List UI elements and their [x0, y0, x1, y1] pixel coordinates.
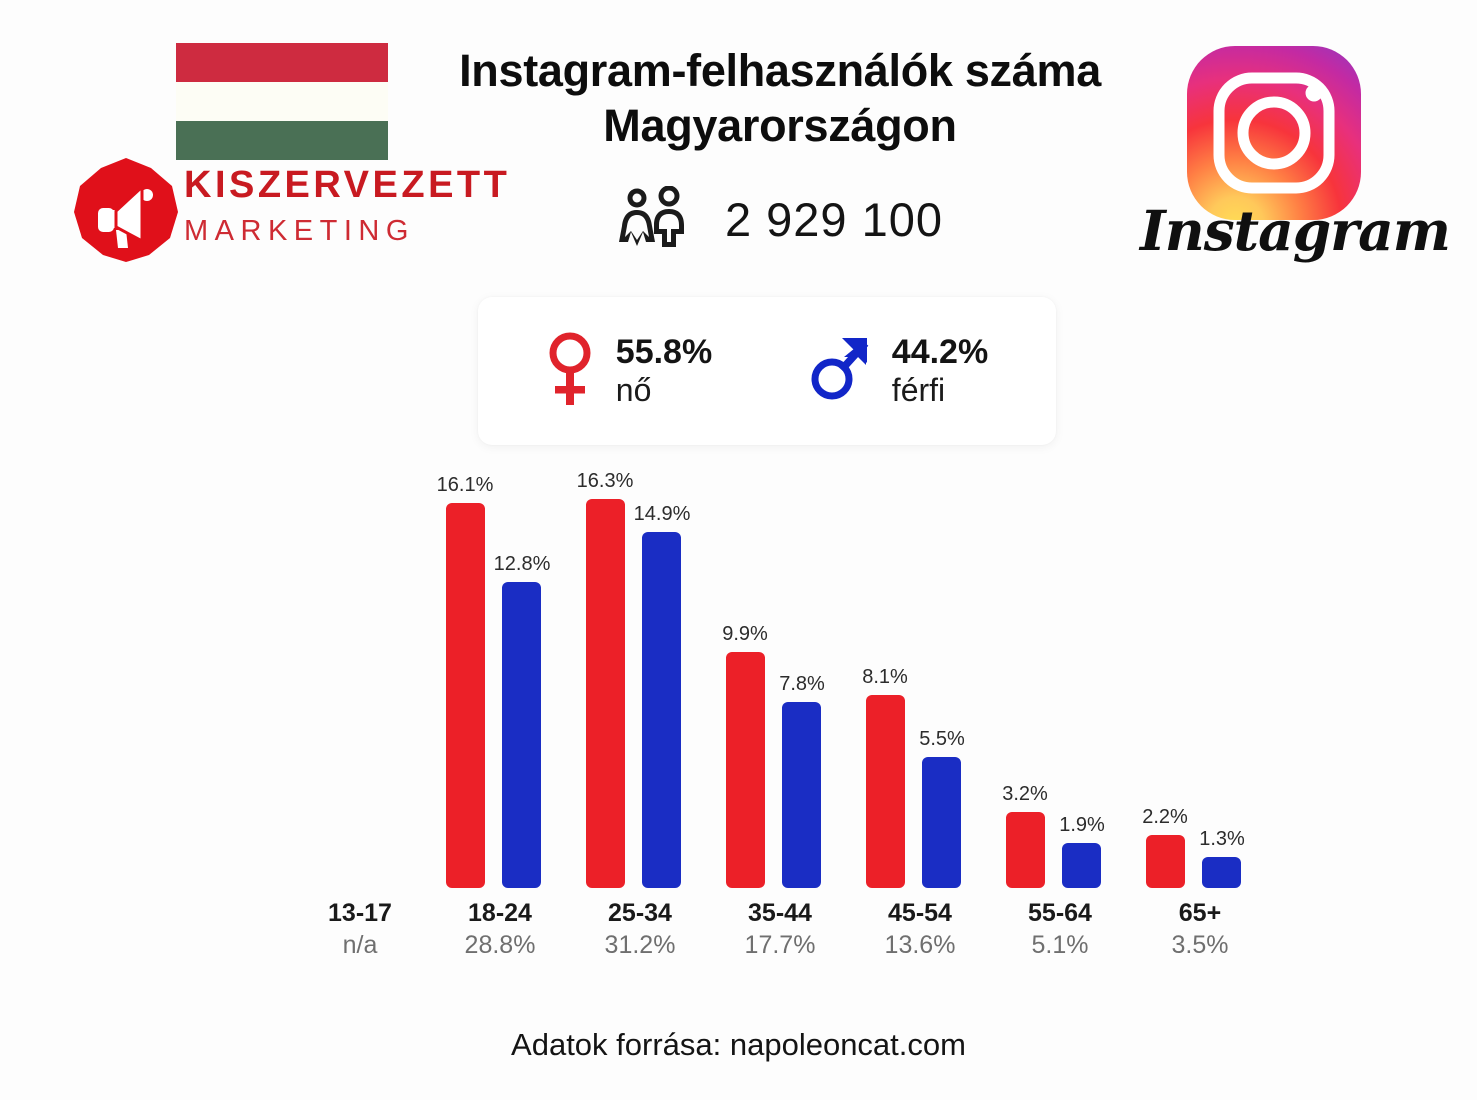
bar-value-label: 7.8%: [779, 673, 825, 695]
x-tick-18-24: 18-24 28.8%: [430, 898, 570, 962]
x-tick-share: 3.5%: [1171, 931, 1229, 960]
x-tick-age: 35-44: [748, 899, 812, 927]
bar-45-54-férfi: [922, 757, 961, 888]
bar-35-44-férfi: [782, 702, 821, 888]
bar-value-label: 8.1%: [862, 666, 908, 688]
bar-value-label: 2.2%: [1142, 806, 1188, 828]
bar-value-label: 1.3%: [1199, 828, 1245, 850]
x-tick-share: 28.8%: [464, 931, 536, 960]
bar-55-64-nő: [1006, 812, 1045, 888]
people-icon: [617, 185, 689, 253]
x-tick-share: 31.2%: [604, 931, 676, 960]
flag-stripe-green: [176, 121, 388, 160]
chart-plot-area: 16.1% 12.8% 16.3% 14.9% 9.9% 7.8% 8.1% 5.5% 3.2%…: [290, 470, 1270, 888]
instagram-wordmark: Instagram: [1140, 198, 1451, 263]
flag-stripe-white: [176, 82, 388, 121]
gender-female-percent: 55.8%: [615, 333, 713, 372]
x-tick-share: n/a: [342, 931, 378, 960]
x-tick-share: 17.7%: [744, 931, 816, 960]
gender-female-text: 55.8% nő: [616, 333, 712, 408]
gender-male-percent: 44.2%: [891, 333, 989, 372]
x-tick-55-64: 55-64 5.1%: [990, 898, 1130, 962]
gender-split-card: 55.8% nő 44.2% férfi: [478, 297, 1056, 445]
megaphone-icon: [72, 156, 180, 264]
x-tick-45-54: 45-54 13.6%: [850, 898, 990, 962]
gender-female-block: 55.8% nő: [546, 329, 712, 414]
x-tick-age: 65+: [1178, 899, 1222, 927]
x-tick-25-34: 25-34 31.2%: [570, 898, 710, 962]
bar-value-label: 5.5%: [919, 728, 965, 750]
bar-group: 16.1% 12.8%: [430, 470, 570, 888]
gender-male-block: 44.2% férfi: [808, 333, 988, 410]
title-line-1: Instagram-felhasználók száma: [459, 45, 1101, 96]
x-tick-age: 25-34: [608, 899, 672, 927]
bar-group: 2.2% 1.3%: [1130, 470, 1270, 888]
x-tick-age: 13-17: [328, 899, 392, 927]
bar-group: 3.2% 1.9%: [990, 470, 1130, 888]
gender-male-text: 44.2% férfi: [892, 333, 988, 408]
x-tick-13-17: 13-17 n/a: [290, 898, 430, 962]
male-symbol-icon: [808, 333, 870, 410]
bar-25-34-nő: [586, 499, 625, 888]
x-tick-age: 18-24: [468, 899, 532, 927]
x-tick-35-44: 35-44 17.7%: [710, 898, 850, 962]
bar-value-label: 16.3%: [576, 470, 634, 492]
instagram-glyph-icon: [1183, 42, 1365, 224]
bar-value-label: 1.9%: [1059, 814, 1105, 836]
bar-55-64-férfi: [1062, 843, 1101, 888]
chart-x-axis: 13-17 n/a 18-24 28.8% 25-34 31.2% 35-44 17.7% 45…: [290, 898, 1270, 978]
total-users-value: 2 929 100: [724, 193, 944, 246]
bar-65+-nő: [1146, 835, 1185, 888]
age-gender-bar-chart: 16.1% 12.8% 16.3% 14.9% 9.9% 7.8% 8.1% 5.5% 3.2%…: [290, 470, 1270, 980]
hungary-flag: [176, 43, 388, 160]
bar-group: 16.3% 14.9%: [570, 470, 710, 888]
bar-group: 8.1% 5.5%: [850, 470, 990, 888]
page-title: Instagram-felhasználók száma Magyarorszá…: [400, 44, 1160, 154]
gender-male-label: férfi: [891, 372, 946, 409]
x-tick-share: 13.6%: [884, 931, 956, 960]
bar-25-34-férfi: [642, 532, 681, 888]
kiszervezett-marketing-logo: KISZERVEZETT MARKETING: [72, 152, 511, 270]
x-tick-share: 5.1%: [1031, 931, 1089, 960]
logo-wordmark: KISZERVEZETT MARKETING: [184, 164, 511, 247]
title-line-2: Magyarországon: [603, 99, 957, 151]
bar-value-label: 3.2%: [1002, 783, 1048, 805]
logo-subtitle: MARKETING: [184, 215, 415, 247]
bar-group: [290, 470, 430, 888]
x-tick-age: 45-54: [888, 899, 952, 927]
bar-18-24-nő: [446, 503, 485, 888]
x-tick-age: 55-64: [1028, 899, 1092, 927]
bar-group: 9.9% 7.8%: [710, 470, 850, 888]
bar-value-label: 16.1%: [436, 474, 494, 496]
logo-name: KISZERVEZETT: [184, 164, 511, 206]
bar-18-24-férfi: [502, 582, 541, 888]
bar-35-44-nő: [726, 652, 765, 888]
bar-value-label: 14.9%: [633, 503, 691, 525]
total-users-row: 2 929 100: [400, 185, 1160, 253]
female-symbol-icon: [546, 329, 594, 414]
bar-value-label: 9.9%: [722, 623, 768, 645]
data-source-note: Adatok forrása: napoleoncat.com: [511, 1027, 966, 1062]
gender-female-label: nő: [615, 372, 652, 409]
x-tick-65+: 65+ 3.5%: [1130, 898, 1270, 962]
bar-value-label: 12.8%: [493, 553, 551, 575]
flag-stripe-red: [176, 43, 388, 82]
bar-45-54-nő: [866, 695, 905, 888]
bar-65+-férfi: [1202, 857, 1241, 888]
